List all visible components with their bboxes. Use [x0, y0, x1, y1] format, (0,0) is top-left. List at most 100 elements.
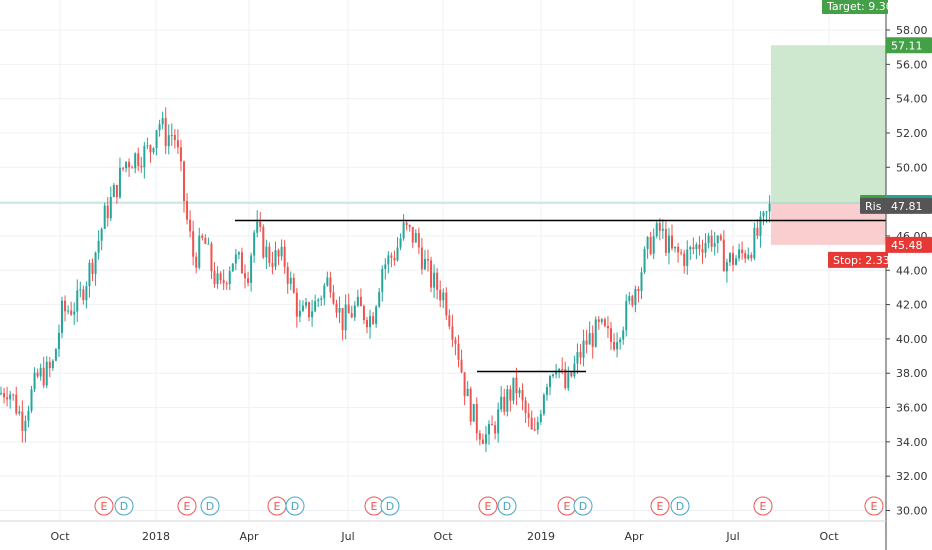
event-label: E	[101, 500, 108, 513]
candle-body	[201, 235, 204, 239]
time-axis[interactable]: Oct 2018 Apr Jul Oct 2019 Apr Jul Oct	[50, 530, 839, 543]
earnings-marker[interactable]: E	[177, 496, 197, 516]
candle-body	[259, 221, 262, 227]
y-tick-label: 34.00	[896, 436, 928, 449]
candle-body	[73, 311, 76, 315]
risk-label-text: Ris	[865, 200, 882, 213]
candle-body	[402, 222, 405, 239]
candle-body	[588, 333, 591, 345]
candle-body	[466, 388, 469, 397]
candle-body	[600, 319, 603, 322]
candle-body	[433, 272, 436, 288]
candle-body	[582, 340, 585, 358]
candle-body	[54, 349, 57, 361]
dividend-marker[interactable]: D	[497, 496, 517, 516]
candle-body	[417, 233, 420, 248]
y-tick-label: 54.00	[896, 93, 928, 106]
candle-body	[350, 313, 353, 318]
candlestick-series	[0, 107, 771, 453]
event-label: E	[564, 500, 571, 513]
dividend-marker[interactable]: D	[285, 496, 305, 516]
candle-body	[463, 372, 466, 397]
candle-body	[448, 315, 451, 327]
candle-body	[762, 212, 765, 217]
candle-body	[430, 260, 433, 288]
candle-body	[704, 243, 707, 253]
candle-body	[454, 339, 457, 344]
candle-body	[79, 289, 82, 291]
y-tick-label: 36.00	[896, 402, 928, 415]
candle-body	[610, 328, 612, 342]
candle-body	[118, 167, 121, 198]
candle-body	[128, 161, 131, 168]
price-tag-stop-text: 45.48	[891, 239, 923, 252]
candle-body	[164, 118, 167, 147]
candle-body	[210, 243, 213, 272]
horizontal-levels[interactable]	[235, 219, 886, 373]
candle-body	[585, 340, 588, 345]
earnings-marker[interactable]: E	[267, 496, 287, 516]
candle-body	[634, 288, 637, 306]
candle-body	[366, 320, 368, 328]
dividend-marker[interactable]: D	[114, 496, 134, 516]
event-circle	[114, 496, 134, 516]
candle-body	[649, 237, 652, 254]
candle-body	[637, 288, 640, 292]
event-circle	[650, 496, 670, 516]
candle-body	[667, 235, 670, 253]
candle-body	[420, 247, 423, 270]
event-circle	[94, 496, 114, 516]
candle-body	[680, 252, 683, 254]
y-tick-label: 56.00	[896, 58, 928, 71]
earnings-marker[interactable]: E	[364, 496, 384, 516]
dividend-marker[interactable]: D	[670, 496, 690, 516]
event-label: E	[485, 500, 492, 513]
candle-body	[631, 296, 634, 306]
price-tag-target: 57.11	[886, 37, 932, 54]
candle-body	[625, 300, 628, 331]
candle-body	[0, 393, 2, 395]
candle-body	[362, 306, 365, 321]
candle-body	[33, 372, 36, 390]
earnings-marker[interactable]: E	[753, 496, 773, 516]
dividend-marker[interactable]: D	[573, 496, 593, 516]
candle-body	[457, 343, 460, 360]
earnings-marker[interactable]: E	[864, 496, 884, 516]
candle-body	[552, 374, 555, 377]
candle-body	[619, 339, 622, 343]
x-tick-label: Oct	[433, 530, 453, 543]
candle-body	[564, 369, 567, 389]
candle-body	[491, 423, 494, 426]
candle-body	[451, 326, 454, 340]
earnings-marker[interactable]: E	[478, 496, 498, 516]
candle-body	[122, 167, 124, 169]
candle-body	[198, 235, 201, 268]
candle-body	[539, 414, 542, 422]
event-circle	[753, 496, 773, 516]
event-circle	[177, 496, 197, 516]
candle-body	[219, 273, 222, 281]
y-tick-label: 38.00	[896, 367, 928, 380]
price-axis[interactable]: 30.00 32.00 34.00 36.00 38.00 40.00 42.00 44.00…	[886, 24, 928, 518]
dividend-marker[interactable]: D	[200, 496, 220, 516]
event-label: D	[579, 500, 587, 513]
candle-body	[305, 302, 307, 306]
candle-body	[427, 259, 429, 261]
candle-body	[225, 283, 228, 285]
y-tick-label: 32.00	[896, 470, 928, 483]
earnings-marker[interactable]: E	[557, 496, 577, 516]
event-circle	[864, 496, 884, 516]
candle-body	[262, 226, 265, 258]
candle-body	[64, 300, 67, 312]
candle-body	[186, 200, 189, 220]
dividend-marker[interactable]: D	[380, 496, 400, 516]
candle-body	[664, 228, 667, 253]
earnings-marker[interactable]: E	[94, 496, 114, 516]
candle-body	[91, 262, 94, 274]
event-label: D	[120, 500, 128, 513]
earnings-marker[interactable]: E	[650, 496, 670, 516]
candle-body	[295, 292, 298, 317]
candle-body	[353, 305, 356, 318]
